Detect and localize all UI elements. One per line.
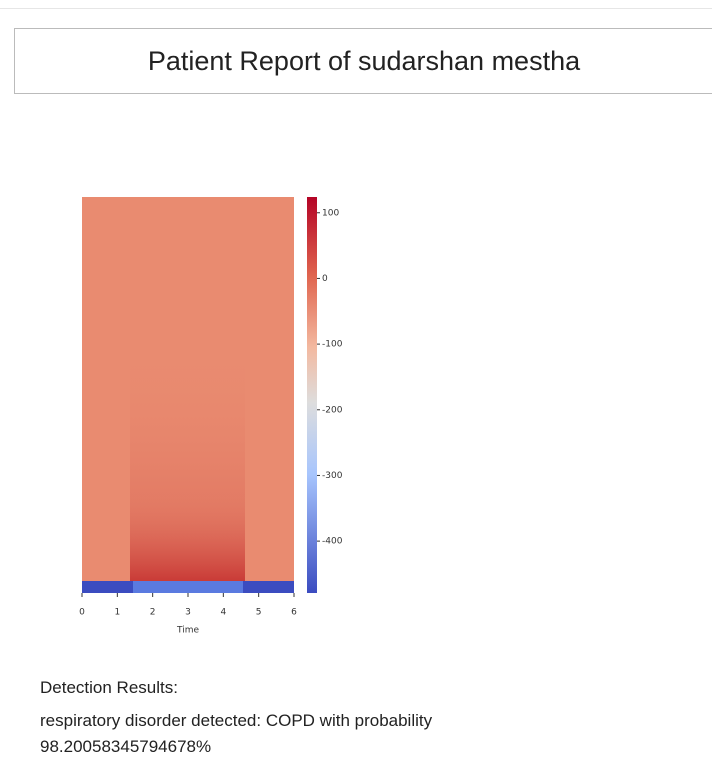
heatmap-area: [133, 581, 243, 593]
report-title: Patient Report of sudarshan mestha: [14, 28, 712, 94]
x-tick-label: 5: [256, 608, 262, 618]
colorbar-tick-label: 100: [322, 208, 339, 218]
page: Patient Report of sudarshan mestha Time …: [0, 0, 712, 773]
results-heading: Detection Results:: [40, 678, 178, 698]
x-tick-label: 4: [220, 608, 226, 618]
x-tick-label: 0: [79, 608, 85, 618]
colorbar-tick-label: -100: [322, 340, 343, 350]
spectrogram: Time 0 1 2 3 4 5 6 100 0 -100 -200 -300 -400: [0, 150, 400, 650]
colorbar: [307, 197, 317, 593]
colorbar-tick-label: -400: [322, 537, 343, 547]
colorbar-tick-label: -300: [322, 471, 343, 481]
colorbar-tick-label: -200: [322, 405, 343, 415]
x-tick-label: 1: [114, 608, 120, 618]
x-tick-label: 2: [150, 608, 156, 618]
results-text: respiratory disorder detected: COPD with…: [40, 708, 530, 760]
colorbar-tick-label: 0: [322, 274, 328, 284]
heatmap-area: [130, 490, 245, 581]
divider: [0, 8, 712, 9]
x-tick-label: 3: [185, 608, 191, 618]
x-tick-label: 6: [291, 608, 297, 618]
x-axis-label: Time: [176, 626, 199, 636]
